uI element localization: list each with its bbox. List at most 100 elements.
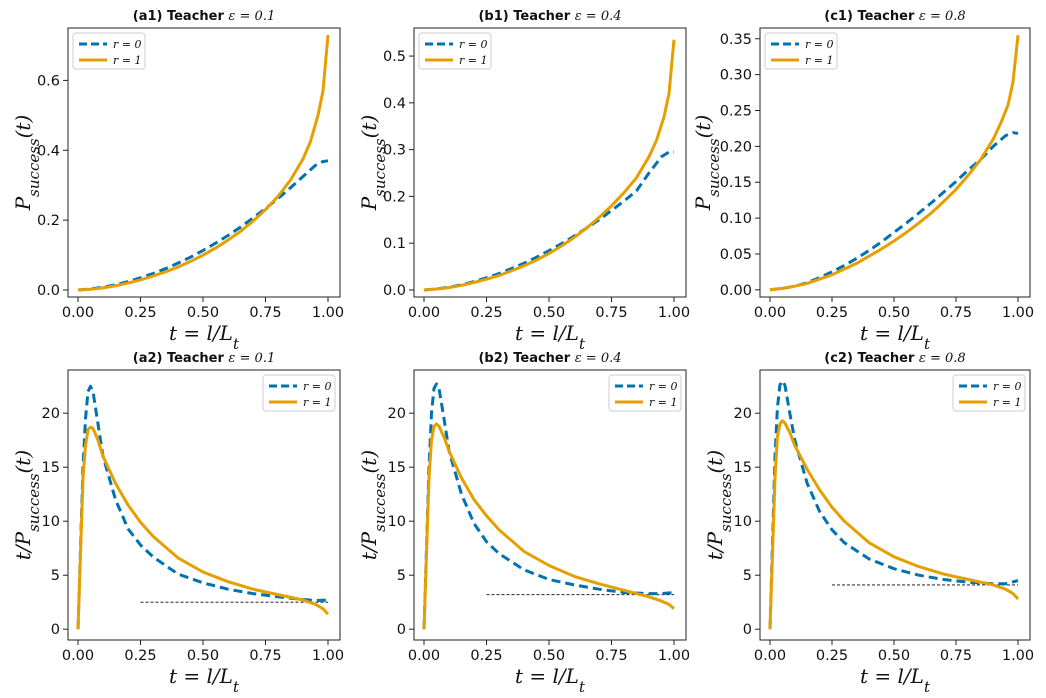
y-tick-label: 10 xyxy=(734,514,752,530)
series-line-r0 xyxy=(423,150,674,292)
y-tick-label: 0.6 xyxy=(37,73,60,89)
legend-label: r = 0 xyxy=(993,380,1021,393)
y-axis-label: t/Psuccess(t) xyxy=(703,450,735,560)
legend-label: r = 0 xyxy=(113,38,141,51)
legend-label: r = 1 xyxy=(459,54,487,67)
legend-label: r = 1 xyxy=(805,54,833,67)
x-tick-label: 0.25 xyxy=(470,648,502,664)
legend: r = 0 r = 1 xyxy=(72,32,146,70)
x-tick-label: 1.00 xyxy=(658,648,690,664)
y-tick-label: 0.4 xyxy=(383,96,406,112)
series-line-r1 xyxy=(77,34,330,292)
x-tick-label: 0.50 xyxy=(878,648,910,664)
y-tick-label: 5 xyxy=(397,568,406,584)
x-axis-label: t = l/Lt xyxy=(860,321,931,353)
x-tick-label: 0.50 xyxy=(187,648,219,664)
legend: r = 0 r = 1 xyxy=(608,374,682,412)
series-line-r1 xyxy=(769,35,1020,292)
panel-c2: (c2) Teacher ε = 0.8 0.00 0.25 0.50 0.75 1.00… xyxy=(703,351,1034,696)
legend-label: r = 1 xyxy=(303,396,331,409)
legend: r = 0 r = 1 xyxy=(262,374,336,412)
x-tick-label: 0.25 xyxy=(124,648,156,664)
y-tick-label: 10 xyxy=(42,514,60,530)
legend: r = 0 r = 1 xyxy=(952,374,1026,412)
y-axis-label: Psuccess(t) xyxy=(691,115,723,212)
y-tick-label: 0.3 xyxy=(383,143,406,159)
chart-title: (b1) Teacher ε = 0.4 xyxy=(478,9,621,24)
y-tick-label: 0.15 xyxy=(720,175,752,191)
series-line-r0 xyxy=(76,384,329,630)
y-tick-label: 15 xyxy=(388,460,406,476)
y-tick-label: 10 xyxy=(388,514,406,530)
x-tick-label: 0.25 xyxy=(816,305,848,321)
chart-title: (a2) Teacher ε = 0.1 xyxy=(133,351,275,366)
panel-a2: (a2) Teacher ε = 0.1 0.00 0.25 0.50 0.75 1.00… xyxy=(11,351,344,696)
x-tick-label: 0.00 xyxy=(62,648,94,664)
y-tick-label: 20 xyxy=(388,406,406,422)
plot-area xyxy=(759,27,1031,298)
plot-area xyxy=(413,369,687,641)
x-tick-label: 1.00 xyxy=(658,305,690,321)
chart-title: (a1) Teacher ε = 0.1 xyxy=(133,9,275,24)
x-tick-label: 1.00 xyxy=(312,648,344,664)
x-tick-label: 0.25 xyxy=(816,648,848,664)
series-line-r0 xyxy=(422,382,675,630)
plot-area xyxy=(413,27,687,298)
y-tick-label: 15 xyxy=(42,460,60,476)
x-tick-label: 0.75 xyxy=(249,648,281,664)
legend: r = 0 r = 1 xyxy=(764,32,838,70)
y-tick-label: 0.00 xyxy=(720,283,752,299)
x-tick-label: 0.50 xyxy=(533,648,565,664)
x-tick-label: 0.25 xyxy=(470,305,502,321)
y-tick-label: 0.25 xyxy=(720,103,752,119)
x-tick-label: 0.25 xyxy=(124,305,156,321)
x-axis-label: t = l/Lt xyxy=(515,664,586,696)
x-tick-label: 0.00 xyxy=(754,648,786,664)
y-axis-label: t/Psuccess(t) xyxy=(11,450,43,560)
y-tick-label: 0.20 xyxy=(720,139,752,155)
x-tick-label: 0.00 xyxy=(754,305,786,321)
y-tick-label: 0 xyxy=(51,622,60,638)
y-tick-label: 5 xyxy=(743,568,752,584)
x-axis-label: t = l/Lt xyxy=(169,664,240,696)
y-tick-label: 0.1 xyxy=(383,236,406,252)
y-tick-label: 0.0 xyxy=(37,283,60,299)
y-tick-label: 15 xyxy=(734,460,752,476)
y-tick-label: 20 xyxy=(42,406,60,422)
y-tick-label: 0 xyxy=(743,622,752,638)
legend-label: r = 1 xyxy=(649,396,677,409)
panel-a1: (a1) Teacher ε = 0.1 0.00 0.25 0.50 0.75 1.00… xyxy=(11,9,344,353)
x-axis-label: t = l/Lt xyxy=(515,321,586,353)
x-tick-label: 0.00 xyxy=(408,305,440,321)
x-tick-label: 0.00 xyxy=(62,305,94,321)
y-axis-label: t/Psuccess(t) xyxy=(357,450,389,560)
x-tick-label: 0.50 xyxy=(878,305,910,321)
y-tick-label: 0 xyxy=(397,622,406,638)
y-tick-label: 0.5 xyxy=(383,49,406,65)
legend-label: r = 0 xyxy=(303,380,331,393)
y-tick-label: 0.35 xyxy=(720,32,752,48)
legend-label: r = 0 xyxy=(805,38,833,51)
chart-title: (b2) Teacher ε = 0.4 xyxy=(478,351,621,366)
y-tick-label: 0.05 xyxy=(720,247,752,263)
y-axis-label: Psuccess(t) xyxy=(11,115,43,212)
y-tick-label: 0.2 xyxy=(383,189,406,205)
chart-title: (c1) Teacher ε = 0.8 xyxy=(824,9,965,24)
x-tick-label: 0.50 xyxy=(187,305,219,321)
x-tick-label: 0.75 xyxy=(940,305,972,321)
y-tick-label: 0.10 xyxy=(720,211,752,227)
x-tick-label: 0.75 xyxy=(595,648,627,664)
panel-c1: (c1) Teacher ε = 0.8 0.00 0.25 0.50 0.75 1.00… xyxy=(691,9,1034,353)
chart-title: (c2) Teacher ε = 0.8 xyxy=(824,351,965,366)
legend-label: r = 0 xyxy=(649,380,677,393)
y-tick-label: 0.30 xyxy=(720,68,752,84)
series-line-r1 xyxy=(422,422,675,630)
legend-label: r = 1 xyxy=(993,396,1021,409)
plot-area xyxy=(67,27,341,298)
legend: r = 0 r = 1 xyxy=(418,32,492,70)
x-tick-label: 0.75 xyxy=(595,305,627,321)
y-tick-label: 0.2 xyxy=(37,213,60,229)
x-axis-label: t = l/Lt xyxy=(169,321,240,353)
x-axis-label: t = l/Lt xyxy=(860,664,931,696)
